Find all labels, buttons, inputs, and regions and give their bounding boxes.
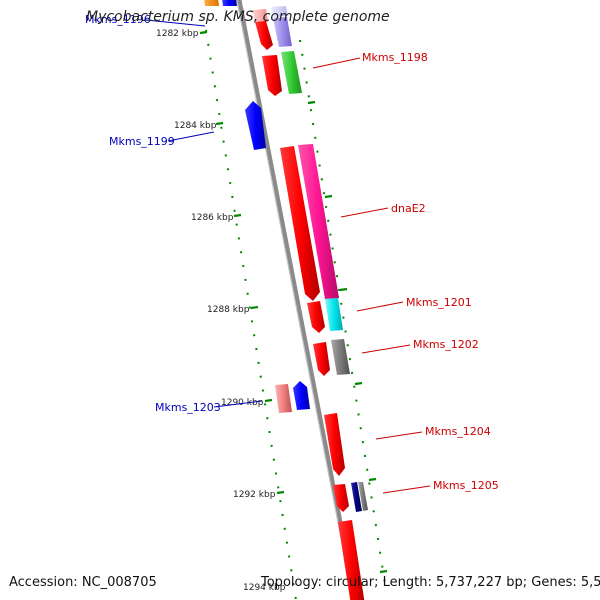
tick-mark-1282 — [199, 30, 208, 35]
leader-mkms-1205 — [382, 485, 431, 494]
gene-label-mkms-1205[interactable]: Mkms_1205 — [433, 479, 499, 492]
gene-mkms-1198[interactable] — [281, 51, 302, 94]
gene-mkms-1198-red[interactable] — [262, 55, 282, 96]
topology-text: Topology: circular; Length: 5,737,227 bp… — [261, 575, 600, 590]
outer-tick-line — [299, 39, 387, 591]
gene-red-top[interactable] — [255, 21, 273, 50]
leader-mkms-1198 — [312, 57, 361, 69]
tick-mark-1286 — [233, 213, 242, 218]
gene-light-pink-top[interactable] — [253, 9, 268, 23]
tick-mark-1284 — [215, 121, 224, 126]
gene-dnae2[interactable] — [298, 144, 339, 299]
leader-mkms-1196 — [145, 19, 206, 27]
gene-mkms-1203[interactable] — [293, 381, 310, 410]
gene-label-mkms-1196[interactable]: Mkms_1196 — [85, 13, 151, 26]
gene-mkms-1205-red[interactable] — [333, 484, 349, 512]
gene-label-mkms-1198[interactable]: Mkms_1198 — [362, 51, 428, 64]
forward-strand-features — [253, 6, 368, 600]
gene-mkms-1201[interactable] — [325, 298, 343, 331]
gene-red-bottom[interactable] — [338, 520, 365, 600]
gene-label-mkms-1199[interactable]: Mkms_1199 — [109, 135, 175, 148]
gene-mkms-1203-salmon[interactable] — [275, 384, 292, 413]
gene-label-dnae2[interactable]: dnaE2 — [391, 202, 426, 215]
gene-mkms-1205[interactable] — [351, 482, 362, 512]
tick-label-1288: 1288 kbp — [207, 305, 250, 315]
gene-orange-partial[interactable] — [204, 0, 219, 6]
leader-mkms-1203 — [213, 400, 263, 408]
tick-label-1294: 1294 kbp — [243, 583, 286, 593]
outer-major-ticks — [307, 100, 388, 574]
leader-dnae2 — [340, 207, 389, 218]
leader-mkms-1204 — [375, 431, 423, 440]
gene-mkms-1202[interactable] — [331, 339, 350, 375]
tick-label-1292: 1292 kbp — [233, 490, 276, 500]
tick-mark-1292 — [276, 490, 285, 495]
reverse-strand-features — [204, 0, 310, 413]
leader-mkms-1201 — [356, 301, 404, 312]
organism-title: Mycobacterium sp. KMS, complete genome — [86, 9, 390, 25]
gene-mkms-1199[interactable] — [245, 101, 266, 150]
gene-label-mkms-1202[interactable]: Mkms_1202 — [413, 338, 479, 351]
gene-lavender-top[interactable] — [273, 17, 292, 47]
gene-mkms-1202-red[interactable] — [313, 342, 330, 376]
gene-label-mkms-1201[interactable]: Mkms_1201 — [406, 296, 472, 309]
gene-mkms-1205-gray[interactable] — [358, 482, 368, 511]
tick-label-1286: 1286 kbp — [191, 213, 234, 223]
leader-mkms-1202 — [361, 344, 411, 354]
gene-blue-partial[interactable] — [222, 0, 237, 6]
gene-mkms-1204[interactable] — [324, 413, 345, 476]
tick-mark-1290 — [264, 398, 273, 403]
leader-mkms-1199 — [167, 131, 215, 142]
gene-dnae2-red[interactable] — [280, 146, 320, 301]
gene-mkms-1201-red[interactable] — [307, 301, 325, 333]
gene-light-lavender-top[interactable] — [271, 6, 288, 17]
gene-label-mkms-1203[interactable]: Mkms_1203 — [155, 401, 221, 414]
gene-label-mkms-1204[interactable]: Mkms_1204 — [425, 425, 491, 438]
genome-backbone — [236, 0, 358, 600]
accession-text: Accession: NC_008705 — [9, 575, 157, 590]
genome-backbone-shadow — [236, 0, 354, 600]
map-title: Mycobacterium sp. KMS, complete genome — [86, 9, 390, 25]
tick-label-1284: 1284 kbp — [174, 121, 217, 131]
major-ticks — [199, 30, 285, 495]
tick-label-1282: 1282 kbp — [156, 29, 199, 39]
tick-mark-1288 — [250, 305, 259, 310]
